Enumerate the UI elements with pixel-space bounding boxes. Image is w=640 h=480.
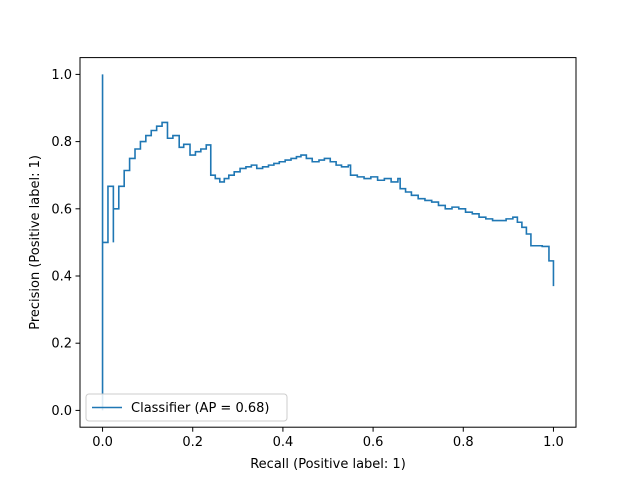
x-tick-label: 0.0 bbox=[92, 435, 113, 450]
y-tick-label: 1.0 bbox=[51, 68, 72, 83]
x-tick-label: 0.4 bbox=[273, 435, 294, 450]
plot-frame bbox=[79, 57, 577, 428]
x-axis-ticks: 0.0 0.2 0.4 0.6 0.8 1.0 bbox=[92, 427, 564, 450]
x-axis-label: Recall (Positive label: 1) bbox=[250, 457, 406, 472]
x-tick-label: 1.0 bbox=[543, 435, 564, 450]
x-tick-label: 0.6 bbox=[363, 435, 384, 450]
legend-box bbox=[85, 393, 288, 422]
x-tick-label: 0.8 bbox=[453, 435, 474, 450]
legend: Classifier (AP = 0.68) bbox=[85, 393, 288, 422]
y-tick-label: 0.0 bbox=[51, 404, 72, 419]
x-tick-label: 0.2 bbox=[182, 435, 203, 450]
legend-label: Classifier (AP = 0.68) bbox=[131, 401, 269, 416]
y-axis-ticks: 0.0 0.2 0.4 0.6 0.8 1.0 bbox=[51, 68, 80, 419]
y-tick-label: 0.4 bbox=[51, 270, 72, 285]
y-tick-label: 0.2 bbox=[51, 337, 72, 352]
precision-recall-curve bbox=[101, 74, 555, 411]
plot-area bbox=[80, 57, 576, 428]
series-layer bbox=[101, 74, 555, 411]
y-tick-label: 0.8 bbox=[51, 135, 72, 150]
y-axis-label: Precision (Positive label: 1) bbox=[28, 155, 43, 330]
y-tick-label: 0.6 bbox=[51, 202, 72, 217]
